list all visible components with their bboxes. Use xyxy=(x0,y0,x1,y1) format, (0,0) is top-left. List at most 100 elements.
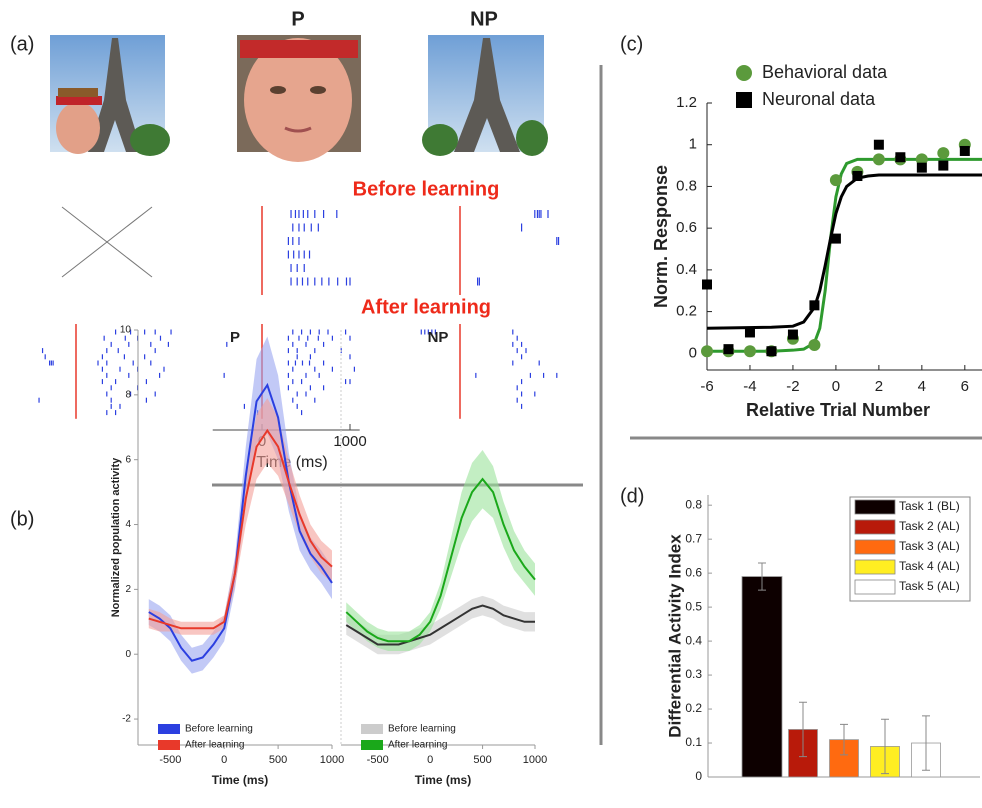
x-axis-label: Time (ms) xyxy=(212,773,268,787)
y-tick-label: 0.4 xyxy=(676,261,697,278)
series-line xyxy=(148,382,333,662)
point xyxy=(915,153,928,166)
condition-label: Before learning xyxy=(353,178,500,200)
legend-swatch xyxy=(854,519,896,535)
stimulus-composite xyxy=(50,35,170,156)
legend-swatch xyxy=(854,499,896,515)
point xyxy=(766,346,777,357)
legend-swatch xyxy=(361,740,383,750)
x-tick-label: -6 xyxy=(700,378,713,395)
y-tick-label: 0.6 xyxy=(685,565,702,579)
point xyxy=(702,279,712,290)
point xyxy=(872,153,885,166)
y-tick-label: 0.2 xyxy=(685,701,702,715)
fit-line xyxy=(706,173,982,330)
plot-area xyxy=(701,138,982,358)
legend-label: Neuronal data xyxy=(762,89,876,109)
legend-swatch xyxy=(854,539,896,555)
legend-swatch xyxy=(158,724,180,734)
condition-label: After learning xyxy=(361,296,491,318)
y-tick-label: 0.4 xyxy=(685,633,702,647)
y-tick-label: 0.7 xyxy=(685,531,702,545)
y-tick-label: 6 xyxy=(125,454,131,465)
y-axis-label: Differential Activity Index xyxy=(665,534,684,738)
error-band xyxy=(346,449,535,651)
legend-label: After learning xyxy=(388,740,447,751)
x-tick-label: 500 xyxy=(269,754,287,766)
point xyxy=(937,147,950,160)
point xyxy=(743,345,756,358)
error-bar xyxy=(799,701,807,758)
point xyxy=(723,344,734,355)
legend-label: Behavioral data xyxy=(762,62,888,82)
point xyxy=(938,160,949,171)
y-tick-label: 0.8 xyxy=(676,177,697,194)
legend-swatch xyxy=(854,579,896,595)
legend-label: Task 4 (AL) xyxy=(899,559,960,573)
panel-label: (d) xyxy=(620,485,644,507)
point xyxy=(808,338,821,351)
legend-label: Before learning xyxy=(185,724,253,735)
x-tick-label: -500 xyxy=(367,754,389,766)
y-tick-label: 0.5 xyxy=(685,599,702,613)
y-tick-label: 4 xyxy=(125,519,131,530)
stimulus-label: P xyxy=(291,8,304,30)
stimulus-np xyxy=(422,35,548,156)
chart-title: P xyxy=(230,329,240,346)
legend-swatch xyxy=(158,740,180,750)
y-tick-label: 0.8 xyxy=(685,497,702,511)
x-tick-label: 1000 xyxy=(333,433,366,450)
x-tick-label: -500 xyxy=(159,754,181,766)
series-line xyxy=(345,477,536,643)
y-tick-label: 0.3 xyxy=(685,667,702,681)
series-line xyxy=(148,428,333,630)
error-band xyxy=(148,336,332,674)
x-axis-label: Time (ms) xyxy=(415,773,471,787)
point xyxy=(959,145,970,156)
point xyxy=(830,233,841,244)
error-bar xyxy=(922,715,930,771)
legend-label: Before learning xyxy=(388,724,456,735)
y-tick-label: 10 xyxy=(120,325,132,336)
legend-marker xyxy=(736,92,752,108)
error-bar xyxy=(840,723,848,756)
legend-label: After learning xyxy=(185,740,244,751)
legend-marker xyxy=(736,65,752,81)
y-tick-label: 2 xyxy=(125,584,131,595)
y-tick-label: 0.1 xyxy=(685,735,702,749)
y-tick-label: 0 xyxy=(695,769,702,783)
legend-label: Task 2 (AL) xyxy=(899,519,960,533)
y-tick-label: 8 xyxy=(125,389,131,400)
point xyxy=(916,162,927,173)
y-tick-label: 1 xyxy=(689,136,697,153)
legend-label: Task 1 (BL) xyxy=(899,499,960,513)
panel-label: (a) xyxy=(10,33,34,55)
stimulus-label: NP xyxy=(470,8,498,30)
series-line xyxy=(345,604,535,646)
point xyxy=(701,345,713,358)
point xyxy=(895,152,906,163)
chart-title: NP xyxy=(428,329,449,346)
legend-label: Task 5 (AL) xyxy=(899,579,960,593)
x-tick-label: 0 xyxy=(832,378,840,395)
point xyxy=(744,327,755,338)
y-tick-label: 0 xyxy=(125,649,131,660)
panel-label: (b) xyxy=(10,508,34,530)
x-tick-label: 0 xyxy=(221,754,227,766)
y-axis-label: Norm. Response xyxy=(651,165,671,308)
point xyxy=(873,139,884,150)
error-bar xyxy=(881,718,889,775)
y-axis-label: Normalized population activity xyxy=(110,457,122,617)
x-tick-label: 4 xyxy=(918,378,926,395)
x-tick-label: -4 xyxy=(743,378,756,395)
x-axis-label: Relative Trial Number xyxy=(746,400,930,420)
legend-label: Task 3 (AL) xyxy=(899,539,960,553)
x-tick-label: 0 xyxy=(427,754,433,766)
bar xyxy=(741,576,783,778)
legend-swatch xyxy=(854,559,896,575)
x-tick-label: 1000 xyxy=(523,754,547,766)
y-tick-label: 1.2 xyxy=(676,94,697,111)
